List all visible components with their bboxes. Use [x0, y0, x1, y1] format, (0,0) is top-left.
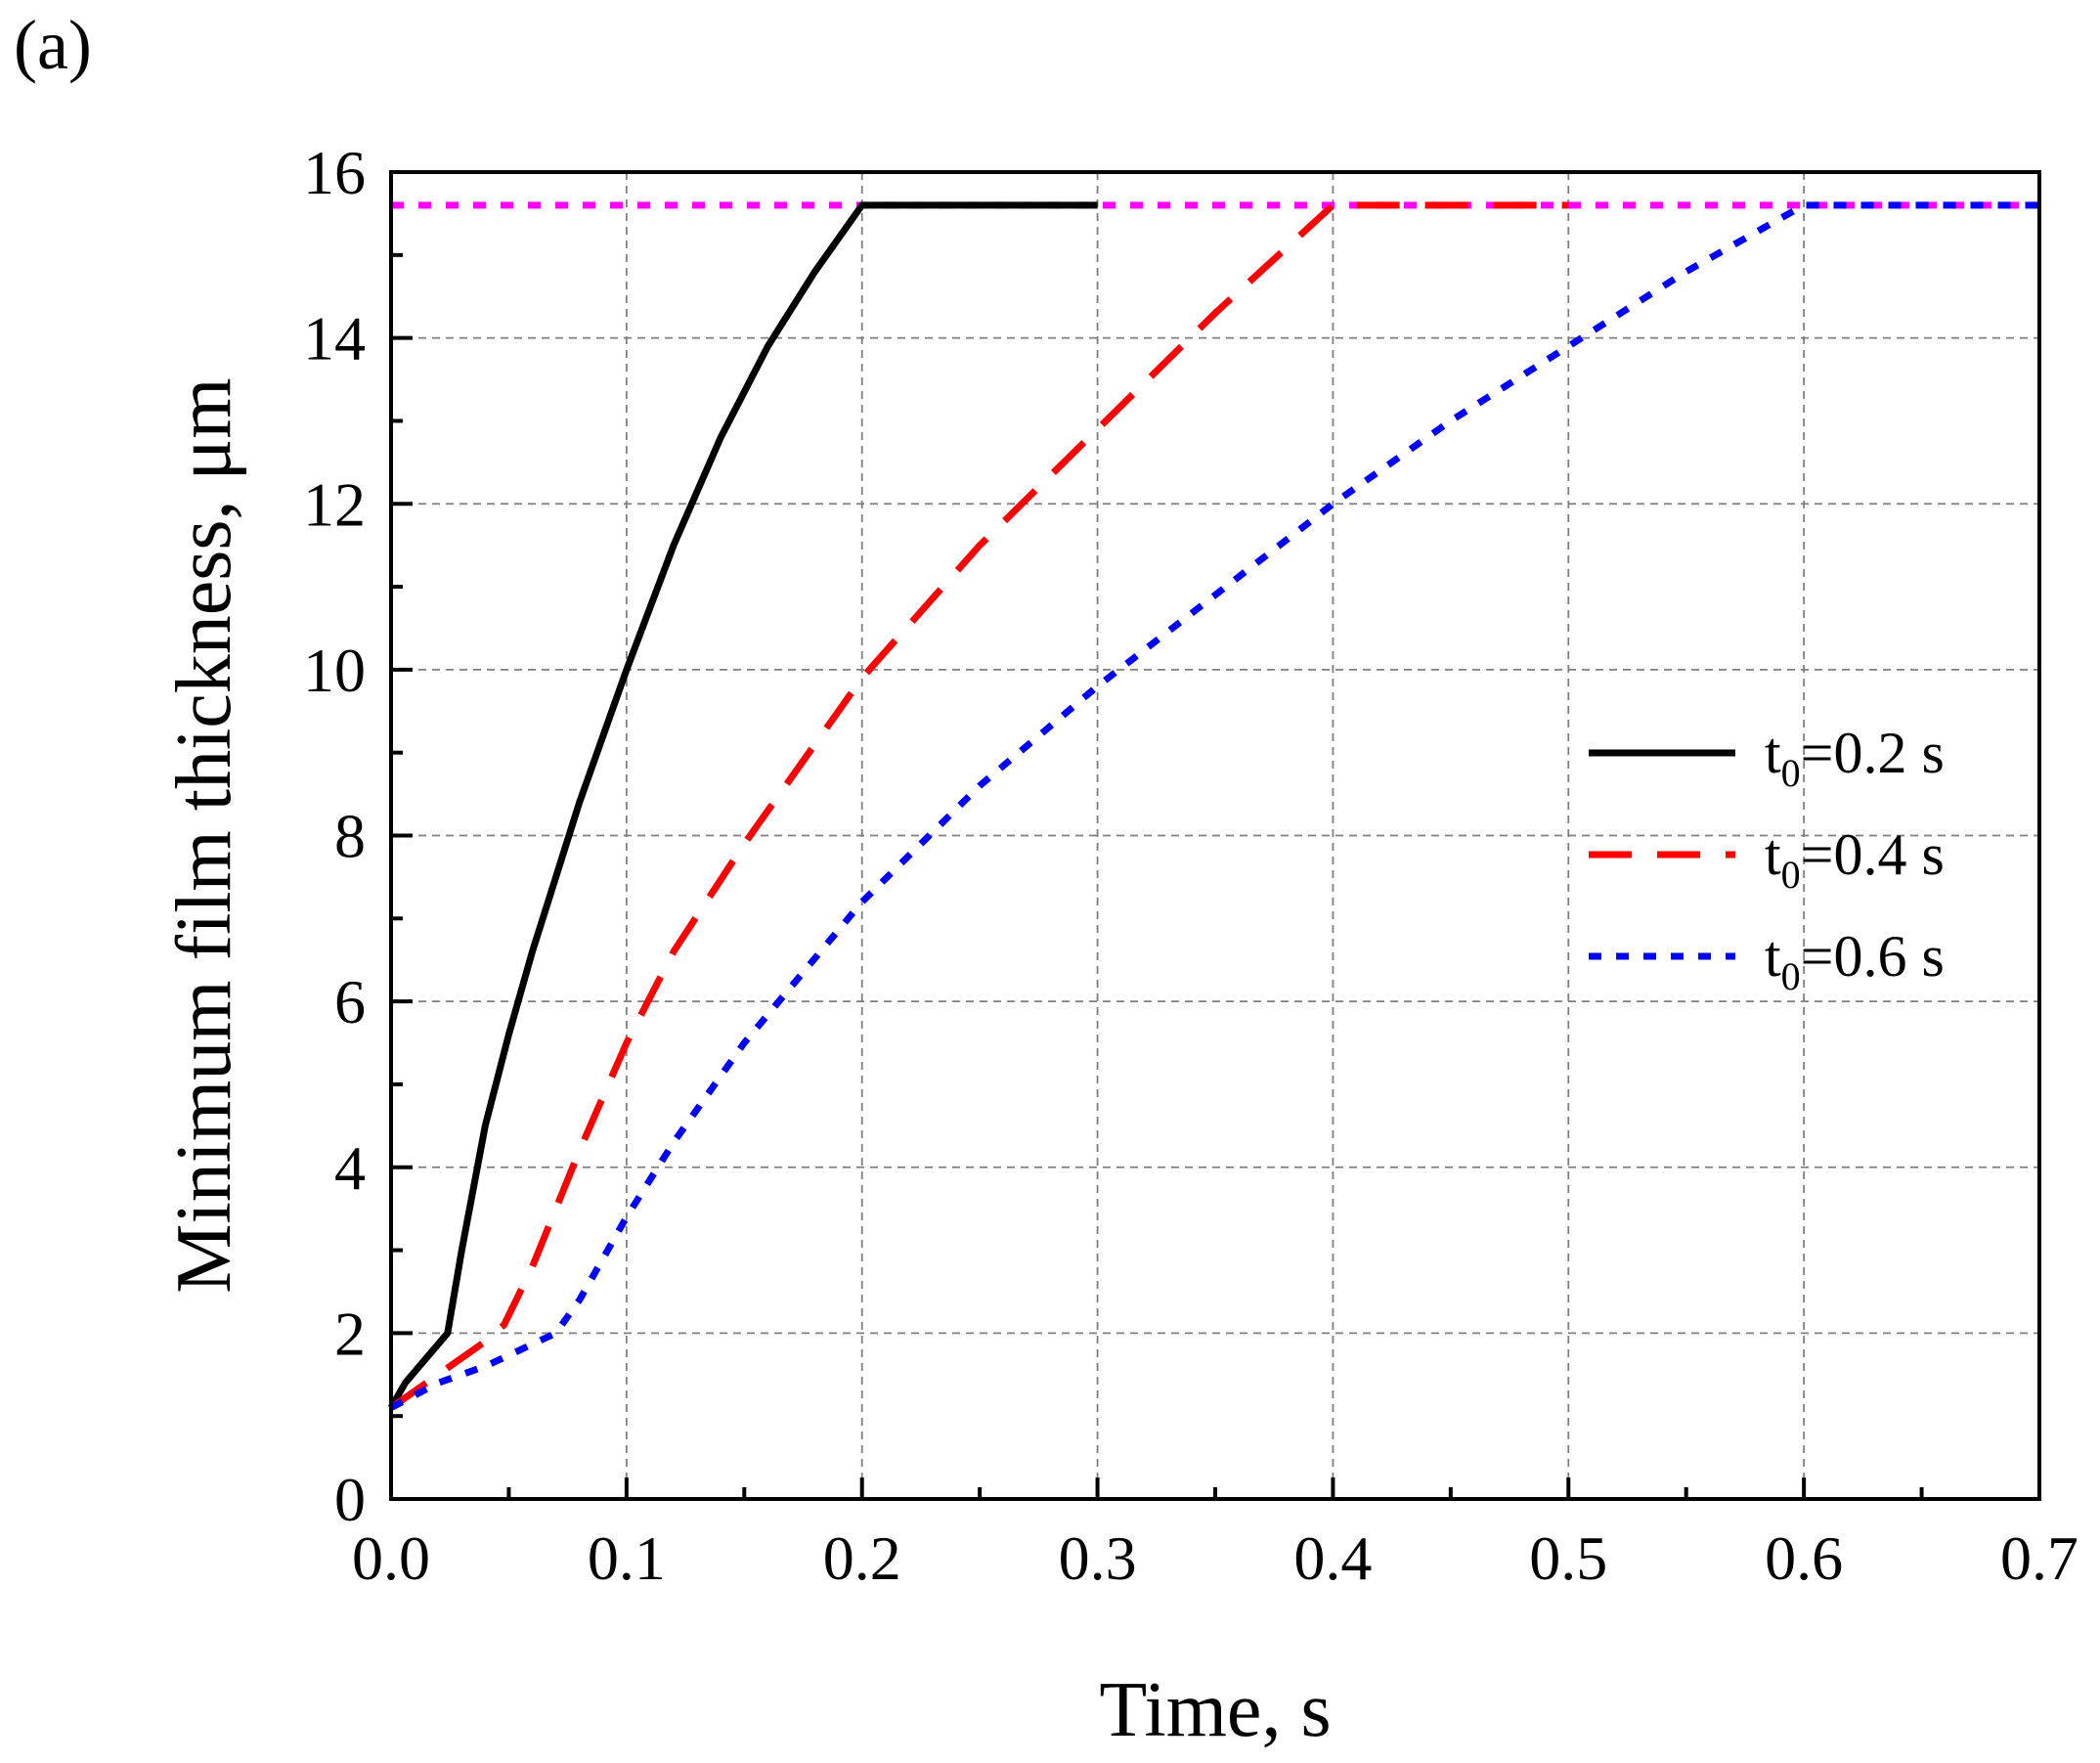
x-tick-label: 0.5: [1529, 1523, 1607, 1593]
y-tick-label: 16: [303, 138, 366, 207]
x-axis-ticks: 0.0 0.1 0.2 0.3 0.4 0.5 0.6 0.7: [352, 1477, 2078, 1593]
x-tick-label: 0.7: [2000, 1523, 2078, 1593]
y-tick-label: 6: [334, 967, 366, 1036]
x-axis-title: Time, s: [1099, 1667, 1331, 1753]
x-tick-label: 0.2: [823, 1523, 901, 1593]
y-tick-label: 12: [303, 469, 366, 539]
series-line-1: [387, 201, 1098, 1410]
panel-label: (a): [14, 6, 92, 84]
y-tick-label: 0: [334, 1465, 366, 1534]
legend-label-1: t0=0.2 s: [1765, 721, 1945, 795]
legend-label-3: t0=0.6 s: [1765, 924, 1945, 998]
series-line-3: [389, 201, 2039, 1411]
y-tick-label: 8: [334, 802, 366, 871]
y-axis-ticks: 0 2 4 6 8 10 12 14 16: [303, 138, 413, 1534]
x-tick-label: 0.4: [1293, 1523, 1372, 1593]
series-line-2: [388, 201, 1569, 1411]
y-tick-label: 14: [303, 304, 366, 374]
x-tick-label: 0.6: [1765, 1523, 1843, 1593]
series-group: [387, 201, 2039, 1411]
x-tick-label: 0.1: [588, 1523, 666, 1593]
y-axis-title: Minimum film thickness, μm: [161, 377, 247, 1293]
y-tick-label: 2: [334, 1299, 366, 1368]
y-tick-label: 10: [303, 636, 366, 705]
x-tick-label: 0.3: [1059, 1523, 1137, 1593]
x-tick-label: 0.0: [352, 1523, 430, 1593]
legend: t0=0.2 s t0=0.4 s t0=0.6 s: [1589, 721, 1945, 998]
legend-label-2: t0=0.4 s: [1765, 822, 1945, 897]
y-tick-label: 4: [334, 1133, 366, 1203]
grid: [391, 172, 2039, 1499]
